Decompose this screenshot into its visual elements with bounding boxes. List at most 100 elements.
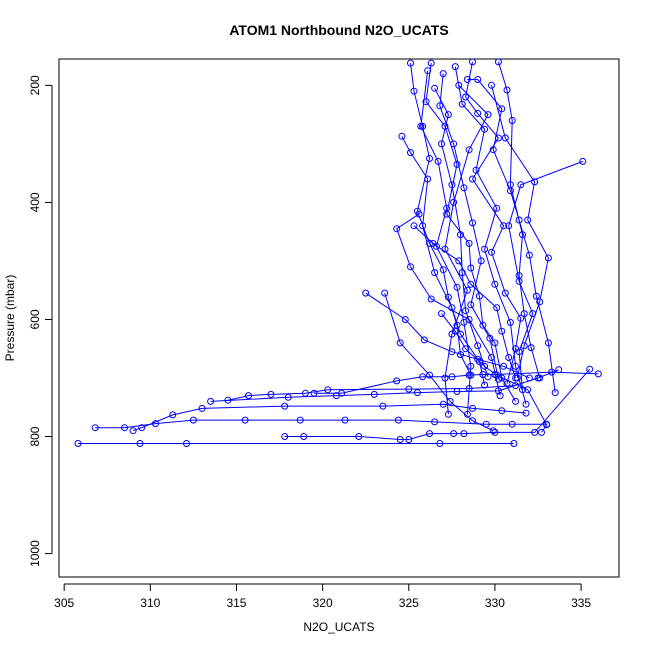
data-point <box>498 407 506 415</box>
data-point <box>515 216 523 224</box>
data-point <box>469 219 476 227</box>
data-point <box>467 280 475 288</box>
data-point <box>341 416 349 424</box>
data-point <box>469 175 476 183</box>
data-point <box>465 316 473 323</box>
data-point <box>245 392 252 400</box>
data-point <box>479 321 487 329</box>
data-point <box>438 140 445 148</box>
data-point <box>379 402 387 410</box>
data-point <box>405 436 413 443</box>
data-point <box>531 428 539 436</box>
series-line <box>508 160 583 390</box>
data-point <box>510 440 518 447</box>
data-point <box>475 292 483 300</box>
data-point <box>460 430 468 438</box>
data-point <box>444 111 452 119</box>
data-point <box>407 149 414 157</box>
data-point <box>498 327 506 335</box>
data-point <box>453 160 461 168</box>
data-point <box>448 181 456 189</box>
series-line <box>210 369 559 402</box>
series-1 <box>74 440 518 447</box>
x-tick-label: 325 <box>399 596 419 610</box>
data-point <box>405 385 413 393</box>
data-point <box>396 339 404 347</box>
data-point <box>500 222 508 230</box>
data-point <box>450 430 458 438</box>
data-point <box>508 117 516 124</box>
series-17 <box>505 157 587 394</box>
data-point <box>462 345 470 353</box>
data-point <box>524 386 532 394</box>
series-13 <box>398 132 489 389</box>
data-point <box>426 430 433 438</box>
series-line <box>401 136 486 386</box>
data-point <box>332 392 340 400</box>
data-point <box>501 134 509 142</box>
data-point <box>475 358 483 366</box>
data-point <box>493 304 501 312</box>
x-tick-label: 320 <box>313 596 333 610</box>
data-point <box>410 222 418 230</box>
data-point <box>512 397 520 405</box>
data-point <box>494 59 502 66</box>
data-point <box>281 402 289 410</box>
data-point <box>517 181 525 189</box>
data-point <box>489 146 497 154</box>
data-point <box>493 371 501 379</box>
data-point <box>453 283 461 291</box>
data-point <box>515 277 523 285</box>
data-point <box>491 428 499 436</box>
series-line <box>314 371 599 394</box>
data-point <box>438 310 445 318</box>
data-point <box>434 157 442 165</box>
data-point <box>469 59 476 66</box>
data-point <box>515 348 523 356</box>
data-point <box>136 440 144 447</box>
data-point <box>477 257 485 265</box>
series-line <box>467 79 556 393</box>
x-tick-label: 315 <box>226 596 246 610</box>
data-point <box>457 231 464 239</box>
data-point <box>500 362 508 370</box>
data-point <box>506 318 514 326</box>
x-axis: 305 310 315 320 325 330 335 <box>54 583 591 610</box>
series-line <box>465 61 522 384</box>
data-point <box>489 427 497 435</box>
data-point <box>481 362 489 370</box>
data-point <box>579 157 587 165</box>
data-point <box>469 404 476 412</box>
data-point <box>300 433 308 440</box>
data-point <box>555 366 563 374</box>
data-point <box>463 286 471 294</box>
data-point <box>536 374 544 382</box>
data-point <box>505 354 513 361</box>
data-point <box>484 111 492 119</box>
data-point <box>267 390 275 398</box>
data-point <box>525 374 533 382</box>
data-point <box>594 370 602 378</box>
data-point <box>415 210 423 218</box>
series-line <box>132 403 527 432</box>
data-point <box>512 362 520 370</box>
data-point <box>481 381 489 389</box>
data-point <box>474 76 482 83</box>
data-point <box>439 400 447 408</box>
data-point <box>427 295 435 303</box>
series-8 <box>362 289 533 382</box>
series-line <box>410 63 472 376</box>
data-point <box>436 440 444 447</box>
data-point <box>551 389 559 397</box>
data-point <box>419 373 427 381</box>
data-point <box>532 292 540 300</box>
data-point <box>422 98 430 106</box>
data-point <box>393 377 401 385</box>
data-point <box>448 373 456 381</box>
y-tick-label: 400 <box>28 192 42 212</box>
data-point <box>431 269 439 277</box>
x-tick-label: 305 <box>54 596 74 610</box>
data-point <box>462 307 470 315</box>
data-point <box>169 411 177 419</box>
